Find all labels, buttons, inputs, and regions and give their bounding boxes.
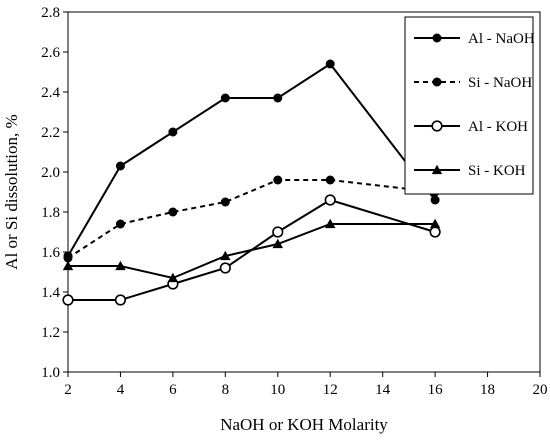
data-point xyxy=(220,93,230,103)
data-point xyxy=(325,59,335,69)
y-axis-title: Al or Si dissolution, % xyxy=(2,114,21,269)
data-point xyxy=(115,219,125,229)
series-si-koh xyxy=(62,218,441,283)
x-axis-title: NaOH or KOH Molarity xyxy=(220,415,388,434)
x-tick-label: 10 xyxy=(270,382,285,398)
x-tick-label: 4 xyxy=(117,382,125,398)
y-tick-label: 2.4 xyxy=(41,85,60,101)
data-point xyxy=(272,238,283,249)
data-point xyxy=(429,218,441,229)
data-point xyxy=(324,194,336,206)
legend-item: Al - NaOH xyxy=(414,31,535,47)
legend-label: Al - KOH xyxy=(468,119,528,135)
data-point xyxy=(430,195,440,205)
legend: Al - NaOH Si - NaOH Al - KOH Si - KOH xyxy=(404,16,535,195)
data-point xyxy=(62,294,74,306)
x-tick-label: 20 xyxy=(533,382,548,398)
legend-label: Si - NaOH xyxy=(468,75,532,91)
legend-marker xyxy=(431,164,443,175)
x-tick-label: 6 xyxy=(169,382,177,398)
data-point xyxy=(168,207,178,217)
data-point xyxy=(325,175,335,185)
data-point xyxy=(115,161,125,171)
series-line xyxy=(67,179,436,259)
data-point xyxy=(273,175,283,185)
legend-label: Si - KOH xyxy=(468,163,526,179)
legend-item: Si - KOH xyxy=(414,163,526,179)
x-tick-label: 16 xyxy=(428,382,444,398)
y-tick-label: 1.0 xyxy=(41,365,60,381)
series-al-koh xyxy=(62,194,441,306)
data-point xyxy=(114,294,127,306)
x-tick-label: 12 xyxy=(323,382,338,398)
series-al-naoh xyxy=(63,59,440,261)
legend-label: Al - NaOH xyxy=(468,31,535,47)
data-point xyxy=(62,260,74,271)
y-tick-label: 1.8 xyxy=(41,205,60,221)
y-tick-label: 1.4 xyxy=(41,285,60,301)
x-tick-label: 18 xyxy=(480,382,495,398)
x-tick-label: 14 xyxy=(375,382,391,398)
data-point xyxy=(63,253,73,263)
data-point xyxy=(273,93,283,103)
y-tick-label: 2.2 xyxy=(41,125,60,141)
data-point xyxy=(325,218,336,229)
data-point xyxy=(115,260,126,271)
legend-box xyxy=(404,16,534,195)
y-tick-label: 2.8 xyxy=(41,5,60,21)
legend-item: Al - KOH xyxy=(414,119,528,135)
y-tick-label: 1.2 xyxy=(41,325,60,341)
data-point xyxy=(429,226,441,238)
legend-item: Si - NaOH xyxy=(414,75,532,91)
legend-marker xyxy=(431,120,443,132)
y-tick-label: 2.0 xyxy=(41,165,60,181)
data-point xyxy=(167,272,179,283)
axis-ticks: 2 4 6 8 10 12 14 16 18 20 1.0 1.2 1.4 1.6 1.8 2.0 2.2 2.4… xyxy=(41,5,547,398)
data-point xyxy=(272,226,284,238)
series-layer xyxy=(62,59,441,306)
data-point xyxy=(168,127,178,137)
plot-frame xyxy=(67,11,541,373)
data-point xyxy=(219,262,231,274)
data-point xyxy=(220,197,230,207)
y-tick-label: 1.6 xyxy=(41,245,60,261)
y-tick-label: 2.6 xyxy=(41,45,60,61)
data-point xyxy=(220,250,231,261)
legend-marker xyxy=(432,33,442,43)
x-tick-label: 2 xyxy=(64,382,72,398)
x-tick-label: 8 xyxy=(222,382,230,398)
legend-marker xyxy=(432,77,442,87)
